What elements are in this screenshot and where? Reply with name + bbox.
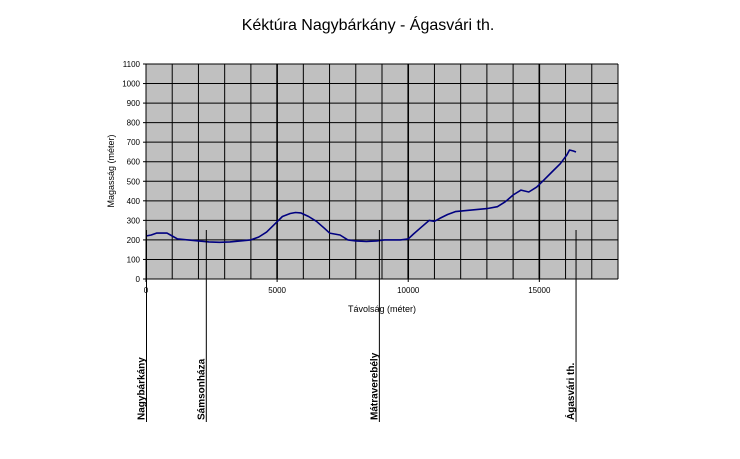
x-tick-label: 10000 [397, 286, 420, 295]
y-tick-label: 900 [127, 99, 141, 108]
x-tick-label: 15000 [528, 286, 551, 295]
y-tick-label: 100 [127, 255, 141, 264]
waypoint-label: Sámsonháza [196, 358, 207, 420]
y-tick-label: 800 [127, 119, 141, 128]
x-tick-label: 5000 [268, 286, 286, 295]
y-tick-label: 500 [127, 177, 141, 186]
y-tick-label: 1100 [123, 60, 141, 69]
y-tick-label: 200 [127, 236, 141, 245]
y-axis-label: Magasság (méter) [106, 134, 116, 207]
y-tick-label: 400 [127, 197, 141, 206]
chart-title: Kéktúra Nagybárkány - Ágasvári th. [242, 15, 495, 34]
elevation-line [145, 149, 577, 244]
waypoints: Nagybárkány Sámsonháza Mátraverebély Ágasvá… [137, 230, 577, 422]
series-layer [145, 149, 577, 244]
y-tick-label: 300 [127, 216, 141, 225]
y-tick-label: 700 [127, 138, 141, 147]
x-axis-label: Távolság (méter) [348, 304, 416, 314]
y-tick-label: 1000 [122, 80, 140, 89]
waypoint-label: Nagybárkány [137, 357, 148, 420]
y-tick-label: 0 [136, 275, 141, 284]
waypoint-label: Ágasvári th. [564, 363, 577, 420]
y-tick-label: 600 [127, 158, 141, 167]
waypoint-label: Mátraverebély [369, 352, 380, 420]
gridlines [145, 63, 619, 280]
